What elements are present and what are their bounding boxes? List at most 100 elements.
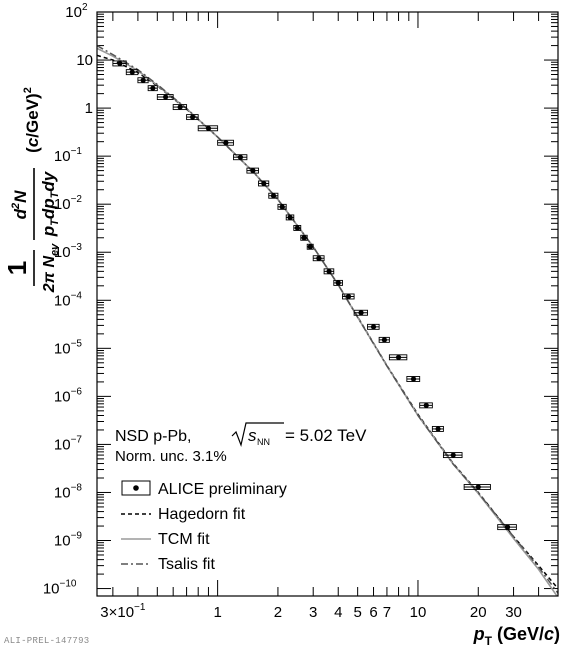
- data-point: [367, 323, 380, 330]
- marker: [279, 204, 285, 210]
- data-point: [285, 214, 295, 221]
- x-axis-title: pT (GeV/c): [473, 624, 560, 648]
- marker: [410, 376, 417, 382]
- data-point: [300, 234, 308, 241]
- data-point: [112, 60, 127, 67]
- y-tick-label: 102: [65, 2, 88, 21]
- x-tick-label: 6: [369, 604, 377, 621]
- marker: [307, 244, 313, 250]
- marker: [316, 255, 322, 261]
- data-point: [186, 114, 199, 121]
- legend-label-tsalis: Tsalis fit: [158, 556, 215, 573]
- data-point: [431, 425, 444, 432]
- x-tick-label: 1: [213, 604, 221, 621]
- x-tick-label: 20: [470, 604, 487, 621]
- data-point: [342, 293, 355, 300]
- y-tick-label: 10−9: [54, 531, 83, 550]
- y-tick-label: 1: [85, 100, 93, 117]
- svg-text:NSD p-Pb,: NSD p-Pb,: [115, 428, 191, 445]
- x-tick-label: 2: [274, 604, 282, 621]
- marker: [223, 140, 229, 146]
- data-point: [277, 203, 287, 210]
- marker: [294, 225, 300, 231]
- y-axis-title: 1 2π Nev d2N pTdpTdy (c/GeV)2: [2, 87, 61, 293]
- data-point: [306, 243, 314, 250]
- marker: [250, 168, 256, 174]
- data-point: [246, 167, 259, 174]
- y-axis-ticks: 10−10 10−9 10−8 10−7 10−6 10−5 10−4 10−3 10−2 10−…: [43, 2, 558, 598]
- fit-line-tsalis-fit: [97, 44, 558, 594]
- marker: [435, 426, 441, 432]
- y-tick-label: 10−4: [54, 290, 83, 309]
- y-tick-label: 10−7: [54, 434, 83, 453]
- marker: [129, 69, 135, 75]
- x-tick-label: 3×10−1: [100, 602, 146, 621]
- marker: [395, 354, 402, 360]
- annotation-norm: Norm. unc. 3.1%: [115, 448, 227, 465]
- sqrt-icon: [231, 422, 284, 448]
- x-tick-label: 5: [353, 604, 361, 621]
- marker: [237, 154, 244, 160]
- data-points: [112, 60, 517, 531]
- data-point: [147, 85, 158, 92]
- data-point: [217, 139, 234, 146]
- marker: [261, 180, 267, 187]
- svg-text:d2N: d2N: [10, 190, 30, 220]
- data-point: [333, 279, 343, 286]
- svg-text:NN: NN: [257, 437, 270, 447]
- x-tick-label: 3: [309, 604, 317, 621]
- data-point: [497, 524, 517, 531]
- marker: [205, 125, 212, 131]
- data-point: [233, 154, 248, 161]
- data-point: [388, 354, 408, 361]
- data-point: [442, 452, 463, 459]
- marker: [381, 337, 388, 343]
- data-point: [312, 255, 325, 262]
- y-tick-label: 10−5: [54, 338, 83, 357]
- data-point: [156, 94, 174, 100]
- x-tick-label: 10: [410, 604, 427, 621]
- marker: [150, 85, 156, 91]
- y-tick-label: 10−1: [54, 146, 83, 165]
- y-tick-label: 10−2: [54, 194, 83, 213]
- svg-text:= 5.02 TeV: = 5.02 TeV: [285, 426, 367, 445]
- legend-marker-data: [121, 480, 151, 496]
- data-point: [463, 484, 491, 490]
- marker: [163, 94, 169, 100]
- marker: [423, 402, 429, 408]
- marker: [345, 293, 352, 300]
- data-point: [125, 69, 139, 76]
- marker: [270, 193, 277, 199]
- data-point: [378, 336, 390, 343]
- data-point: [172, 104, 188, 111]
- marker: [189, 114, 196, 120]
- marker: [370, 324, 377, 330]
- data-point: [419, 402, 433, 409]
- legend-label-hagedorn: Hagedorn fit: [158, 506, 246, 523]
- svg-text:s: s: [248, 426, 257, 445]
- data-point: [293, 225, 302, 231]
- data-point: [268, 192, 279, 199]
- fit-curves: [97, 44, 558, 596]
- data-point: [197, 125, 219, 132]
- x-axis-ticks: 3×10−1 1 2 3 4 5 6 7 10 20 30: [100, 12, 559, 621]
- data-point: [137, 77, 149, 84]
- x-tick-label: 7: [383, 604, 391, 621]
- y-tick-label: 10−3: [54, 242, 83, 261]
- figure-credit: ALI-PREL-147793: [4, 636, 90, 646]
- data-point: [323, 268, 335, 275]
- marker: [335, 280, 341, 286]
- marker: [450, 452, 456, 458]
- data-point: [258, 180, 270, 187]
- marker: [140, 77, 146, 83]
- svg-text:pTdpTdy: pTdpTdy: [39, 170, 61, 237]
- x-tick-label: 30: [505, 604, 522, 621]
- data-point: [353, 309, 368, 316]
- y-tick-label: 10: [76, 52, 93, 69]
- svg-text:1: 1: [2, 261, 32, 275]
- svg-text:(c/GeV)2: (c/GeV)2: [22, 87, 42, 153]
- x-tick-label: 4: [334, 604, 342, 621]
- plot-frame: [96, 11, 559, 597]
- legend: ALICE preliminary Hagedorn fit TCM fit T…: [121, 480, 287, 573]
